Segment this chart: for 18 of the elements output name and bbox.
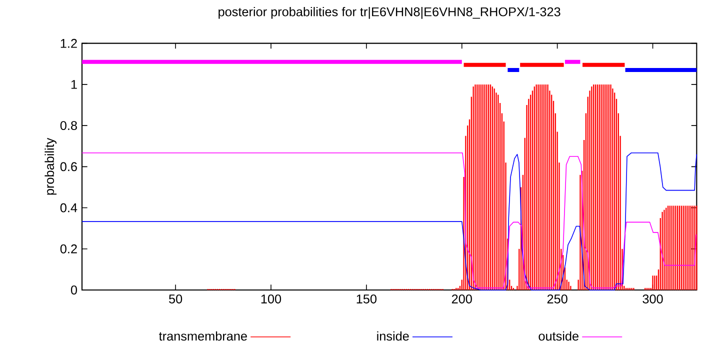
y-tick-label: 0.8 [60,121,77,130]
x-tick-label: 250 [547,294,568,304]
x-tick-label: 150 [356,294,376,304]
y-tick-label: 0.6 [60,162,77,172]
y-tick-label: 1 [71,80,77,89]
x-tick-label: 300 [642,294,663,304]
x-tick-label: 50 [168,294,182,304]
y-tick-label: 0.4 [60,203,78,212]
legend-label: transmembrane [159,331,247,341]
legend-label: outside [538,331,578,341]
x-tick-label: 100 [261,294,282,304]
x-tick-label: 200 [452,294,472,304]
legend-label: inside [377,331,409,341]
y-tick-label: 1.2 [60,38,77,48]
y-tick-label: 0 [70,286,78,294]
y-axis-title: probability [44,138,57,195]
y-tick-label: 0.2 [60,244,77,254]
chart-title: posterior probabilities for tr|E6VHN8|E6VHN8_RHOPX/1-323 [218,6,560,19]
